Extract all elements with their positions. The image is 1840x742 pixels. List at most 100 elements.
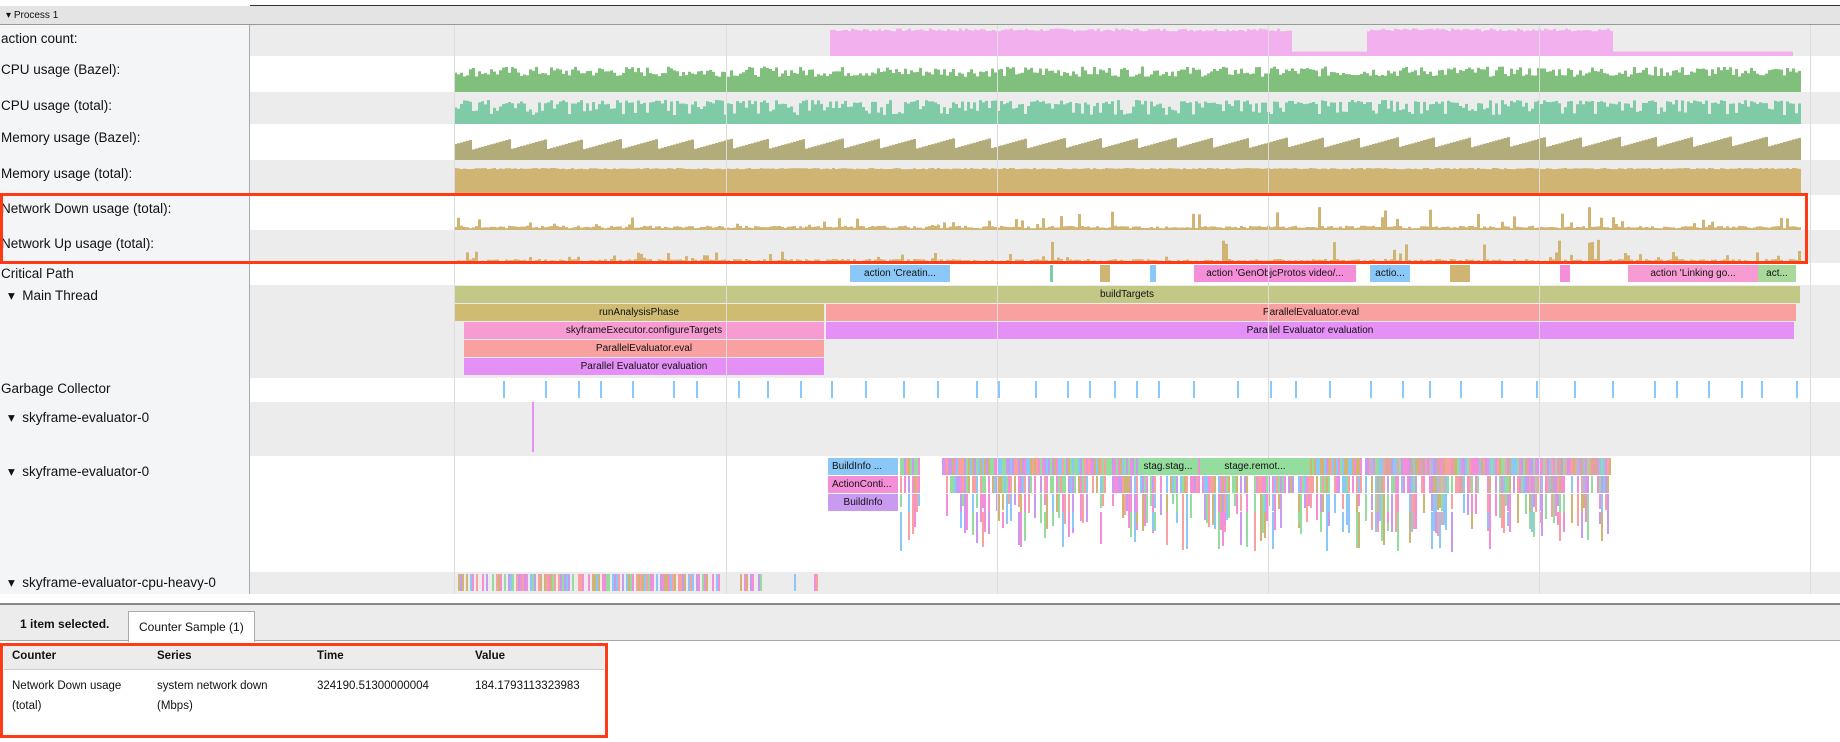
cpu-heavy-slice[interactable] bbox=[564, 574, 566, 591]
evaluator-slice[interactable] bbox=[952, 458, 954, 475]
evaluator-slice[interactable] bbox=[1527, 458, 1529, 475]
evaluator-slice[interactable] bbox=[1062, 512, 1064, 547]
evaluator-slice[interactable] bbox=[1258, 476, 1260, 493]
evaluator-slice[interactable] bbox=[1320, 512, 1322, 533]
evaluator-slice[interactable] bbox=[1451, 476, 1453, 493]
evaluator-slice[interactable] bbox=[1433, 476, 1435, 493]
evaluator-slice[interactable] bbox=[1356, 476, 1358, 493]
evaluator-slice[interactable] bbox=[972, 494, 974, 525]
evaluator-slice[interactable] bbox=[1435, 458, 1437, 475]
evaluator-slice[interactable] bbox=[978, 458, 980, 475]
evaluator-slice[interactable] bbox=[962, 476, 964, 493]
cpu-heavy-slice[interactable] bbox=[512, 574, 514, 591]
evaluator-slice[interactable] bbox=[1134, 458, 1136, 475]
evaluator-slice[interactable] bbox=[1517, 458, 1519, 475]
evaluator-slice[interactable] bbox=[1210, 476, 1212, 493]
evaluator-slice[interactable] bbox=[1124, 458, 1126, 475]
evaluator-slice[interactable] bbox=[1529, 512, 1531, 530]
collapse-icon[interactable]: ▾ bbox=[6, 10, 14, 21]
evaluator-slice[interactable] bbox=[1517, 476, 1519, 493]
cpu-heavy-slice[interactable] bbox=[486, 574, 488, 591]
evaluator-slice[interactable] bbox=[970, 458, 972, 475]
cpu-heavy-slice[interactable] bbox=[698, 574, 700, 591]
evaluator-slice[interactable] bbox=[1581, 512, 1583, 539]
evaluator-slice[interactable] bbox=[1062, 476, 1064, 493]
evaluator-slice[interactable] bbox=[1545, 458, 1547, 475]
evaluator-slice[interactable] bbox=[1318, 458, 1320, 475]
evaluator-slice[interactable] bbox=[1415, 512, 1417, 529]
evaluator-slice[interactable] bbox=[1545, 476, 1547, 493]
evaluator-slice[interactable] bbox=[1134, 476, 1136, 493]
critical-path-slice[interactable] bbox=[1100, 265, 1110, 282]
evaluator-slice[interactable] bbox=[1212, 512, 1214, 523]
cpu-heavy-slice[interactable] bbox=[650, 574, 652, 591]
evaluator-slice[interactable] bbox=[1182, 476, 1184, 493]
evaluator-slice[interactable] bbox=[1383, 512, 1385, 546]
evaluator-slice[interactable] bbox=[1214, 494, 1216, 529]
evaluator-slice[interactable] bbox=[1122, 494, 1124, 519]
evaluator-slice[interactable] bbox=[1547, 458, 1549, 475]
evaluator-slice[interactable] bbox=[1016, 458, 1018, 475]
evaluator-slice[interactable] bbox=[1114, 476, 1116, 493]
evaluator-slice[interactable] bbox=[1022, 458, 1024, 475]
evaluator-slice[interactable] bbox=[1507, 512, 1509, 526]
gc-event[interactable] bbox=[937, 381, 939, 398]
gc-event[interactable] bbox=[545, 381, 547, 398]
evaluator-slice[interactable] bbox=[1551, 458, 1553, 475]
evaluator-slice[interactable] bbox=[1292, 476, 1294, 493]
evaluator-slice[interactable] bbox=[1431, 458, 1433, 475]
evaluator-slice[interactable] bbox=[974, 458, 976, 475]
evaluator-slice[interactable] bbox=[1300, 476, 1302, 493]
evaluator-slice[interactable] bbox=[1557, 494, 1559, 507]
cpu-heavy-slice[interactable] bbox=[496, 574, 498, 591]
cpu-heavy-slice[interactable] bbox=[466, 574, 468, 591]
evaluator-slice[interactable] bbox=[1413, 476, 1415, 493]
evaluator-slice[interactable] bbox=[1429, 476, 1431, 493]
cpu-heavy-slice[interactable] bbox=[460, 574, 462, 591]
evaluator-slice[interactable] bbox=[1360, 458, 1362, 475]
evaluator-slice[interactable] bbox=[950, 476, 952, 493]
evaluator-slice[interactable] bbox=[1387, 458, 1389, 475]
evaluator-slice[interactable] bbox=[1212, 476, 1214, 493]
evaluator-slice[interactable] bbox=[1551, 476, 1553, 493]
slice-stage-remote[interactable]: stage.remot... bbox=[1200, 458, 1310, 475]
slice-pe-evaluation-2[interactable]: Parallel Evaluator evaluation bbox=[826, 322, 1794, 339]
evaluator-slice[interactable] bbox=[1563, 458, 1565, 475]
evaluator-slice[interactable] bbox=[1505, 476, 1507, 493]
evaluator-slice[interactable] bbox=[1182, 494, 1184, 529]
evaluator-slice[interactable] bbox=[1435, 476, 1437, 493]
evaluator-slice[interactable] bbox=[1553, 458, 1555, 475]
evaluator-slice[interactable] bbox=[976, 476, 978, 493]
evaluator-slice[interactable] bbox=[1451, 494, 1453, 510]
evaluator-slice[interactable] bbox=[1124, 494, 1126, 516]
table-row[interactable]: Network Down usage (total) system network… bbox=[4, 670, 604, 723]
evaluator-slice[interactable] bbox=[1495, 494, 1497, 516]
evaluator-slice[interactable] bbox=[1184, 476, 1186, 493]
evaluator-slice[interactable] bbox=[1489, 494, 1491, 513]
evaluator-slice[interactable] bbox=[1599, 476, 1601, 493]
evaluator-slice[interactable] bbox=[1385, 458, 1387, 475]
evaluator-slice[interactable] bbox=[1060, 476, 1062, 493]
critical-path-slice[interactable]: action 'Linking go... bbox=[1628, 265, 1758, 282]
evaluator-slice[interactable] bbox=[1154, 476, 1156, 493]
evaluator-slice[interactable] bbox=[1264, 512, 1266, 538]
evaluator-slice[interactable] bbox=[1381, 476, 1383, 493]
evaluator-slice[interactable] bbox=[1439, 476, 1441, 493]
cpu-heavy-slice[interactable] bbox=[670, 574, 672, 591]
evaluator-slice[interactable] bbox=[1328, 512, 1330, 526]
evaluator-slice[interactable] bbox=[1441, 494, 1443, 512]
evaluator-slice[interactable] bbox=[1537, 458, 1539, 475]
evaluator-slice[interactable] bbox=[1064, 458, 1066, 475]
evaluator-slice[interactable] bbox=[1074, 476, 1076, 493]
evaluator-slice[interactable] bbox=[1054, 458, 1056, 475]
evaluator-slice[interactable] bbox=[1218, 494, 1220, 516]
evaluator-slice[interactable] bbox=[1310, 494, 1312, 509]
counter-graph[interactable] bbox=[250, 56, 1840, 92]
evaluator-slice[interactable] bbox=[1018, 494, 1020, 507]
evaluator-slice[interactable] bbox=[1487, 458, 1489, 475]
slice-pe-eval-2[interactable]: ParallelEvaluator.eval bbox=[826, 304, 1796, 321]
cpu-heavy-slice[interactable] bbox=[612, 574, 614, 591]
evaluator-slice[interactable] bbox=[1124, 476, 1126, 493]
evaluator-slice[interactable] bbox=[958, 458, 960, 475]
evaluator-slice[interactable] bbox=[1018, 458, 1020, 475]
